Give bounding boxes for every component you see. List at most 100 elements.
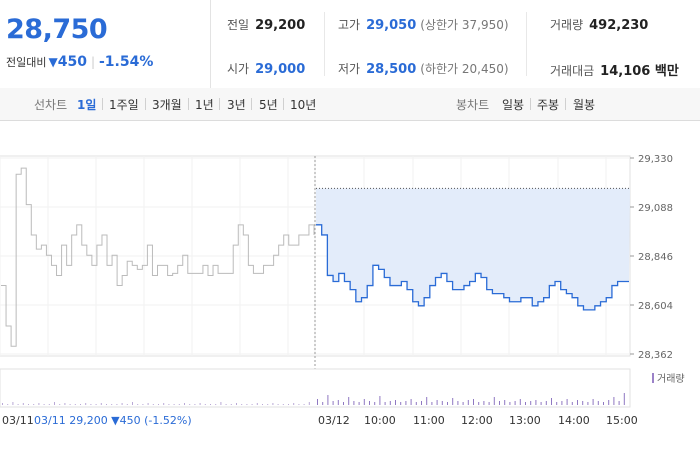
volume-bar bbox=[556, 402, 558, 405]
volume-bar bbox=[225, 404, 227, 405]
volume-bar bbox=[126, 404, 128, 405]
volume-bar bbox=[178, 404, 180, 405]
tab-1w[interactable]: 1주일 bbox=[109, 98, 139, 112]
tab-5y[interactable]: 5년 bbox=[259, 98, 278, 112]
volume-bar bbox=[457, 401, 459, 405]
divider bbox=[102, 98, 103, 110]
stats-grid: 전일 29,200 시가 29,000 고가 29,050 (상한가 37,950) 저… bbox=[211, 0, 700, 88]
open-value: 29,000 bbox=[255, 62, 306, 77]
volume-bar bbox=[74, 404, 76, 405]
volume-bar bbox=[374, 402, 376, 405]
volume-bar bbox=[277, 404, 279, 405]
volume-bar bbox=[152, 404, 154, 405]
volume-bar bbox=[282, 404, 284, 405]
divider: | bbox=[90, 55, 95, 69]
tab-weekly[interactable]: 주봉 bbox=[537, 98, 560, 112]
volume-bar bbox=[54, 402, 55, 405]
x-label-1000: 10:00 bbox=[364, 414, 396, 427]
volume-bar bbox=[369, 401, 370, 405]
volume-legend-swatch bbox=[652, 373, 654, 383]
tab-3y[interactable]: 3년 bbox=[227, 98, 246, 112]
volume-bar bbox=[95, 404, 97, 405]
change-percent: -1.54% bbox=[99, 54, 154, 70]
volume-bar bbox=[116, 404, 118, 405]
volume-legend-label: 거래량 bbox=[657, 373, 685, 385]
current-price-box: 28,750 전일대비 ▼450 | -1.54% bbox=[0, 0, 211, 88]
volume-bar bbox=[317, 399, 318, 405]
volume-bar bbox=[493, 397, 495, 405]
change-value: 450 bbox=[57, 54, 87, 70]
volume-bar bbox=[426, 397, 428, 405]
prev-close-value: 29,200 bbox=[255, 18, 306, 33]
volume-bar bbox=[405, 401, 407, 405]
volume-bar bbox=[204, 404, 206, 405]
volume-bar bbox=[241, 404, 243, 405]
x-label-date: 03/12 bbox=[318, 414, 350, 427]
volume-panel bbox=[0, 368, 631, 408]
y-tick-label: 29,088 bbox=[638, 203, 673, 214]
volume-bar bbox=[452, 398, 454, 405]
prev-close-label: 전일 bbox=[227, 18, 250, 32]
today-series-line bbox=[316, 224, 629, 311]
volume-bar bbox=[210, 404, 211, 405]
low-label: 저가 bbox=[338, 62, 361, 76]
volume-bar bbox=[441, 401, 443, 405]
stat-prev-close: 전일 29,200 bbox=[227, 16, 305, 33]
footer-info: 03/11 29,200 ▼450 (-1.52%) bbox=[34, 414, 192, 427]
volume-bar bbox=[147, 403, 149, 405]
volume-bar bbox=[566, 399, 568, 405]
volume-bar bbox=[421, 401, 422, 405]
volume-bar bbox=[80, 404, 81, 405]
volume-bar bbox=[199, 403, 201, 405]
x-label-1200: 12:00 bbox=[461, 414, 493, 427]
tab-monthly[interactable]: 월봉 bbox=[573, 98, 596, 112]
tab-1d[interactable]: 1일 bbox=[77, 98, 97, 112]
volume-bar bbox=[43, 404, 45, 405]
volume-bar bbox=[462, 402, 464, 405]
divider bbox=[251, 98, 252, 110]
x-label-1100: 11:00 bbox=[413, 414, 445, 427]
volume-bar bbox=[137, 404, 139, 405]
divider bbox=[145, 98, 146, 110]
tab-3m[interactable]: 3개월 bbox=[152, 98, 182, 112]
volume-bar bbox=[194, 404, 196, 405]
divider bbox=[324, 12, 325, 76]
volume-bar bbox=[488, 402, 490, 405]
volume-bar bbox=[379, 396, 381, 405]
volume-bar bbox=[64, 403, 66, 405]
volume-bar bbox=[571, 402, 573, 405]
low-value: 28,500 bbox=[366, 62, 417, 77]
volume-bar bbox=[7, 404, 9, 405]
volume-bar bbox=[447, 402, 448, 405]
volume-bar bbox=[28, 404, 29, 405]
volume-bar bbox=[348, 397, 350, 405]
volume-bar bbox=[410, 399, 412, 405]
volume-bar bbox=[322, 402, 324, 405]
volume-bar bbox=[431, 402, 433, 405]
volume-bar bbox=[111, 404, 113, 405]
volume-bar bbox=[215, 404, 217, 405]
volume-bar bbox=[163, 403, 165, 405]
volume-label: 거래량 bbox=[550, 18, 584, 32]
volume-bar bbox=[308, 402, 310, 405]
change-line: 전일대비 ▼450 | -1.54% bbox=[6, 54, 153, 70]
volume-bar bbox=[509, 402, 511, 405]
volume-bar bbox=[267, 404, 269, 405]
volume-bar bbox=[540, 402, 542, 405]
volume-bar bbox=[303, 404, 305, 405]
volume-bar bbox=[395, 400, 396, 405]
volume-bar bbox=[262, 404, 263, 405]
line-chart-label: 선차트 bbox=[34, 98, 68, 112]
volume-bar bbox=[2, 403, 3, 405]
stat-volume: 거래량 492,230 bbox=[550, 16, 648, 33]
volume-bar bbox=[384, 402, 386, 405]
tab-10y[interactable]: 10년 bbox=[290, 98, 317, 112]
candle-chart-label: 봉차트 bbox=[456, 98, 490, 112]
volume-bar bbox=[298, 404, 300, 405]
tab-1y[interactable]: 1년 bbox=[195, 98, 214, 112]
divider bbox=[526, 12, 527, 76]
tab-daily[interactable]: 일봉 bbox=[502, 98, 525, 112]
volume-bar bbox=[106, 404, 107, 405]
trade-value-value: 14,106 백만 bbox=[600, 64, 679, 79]
volume-bar bbox=[587, 402, 589, 405]
